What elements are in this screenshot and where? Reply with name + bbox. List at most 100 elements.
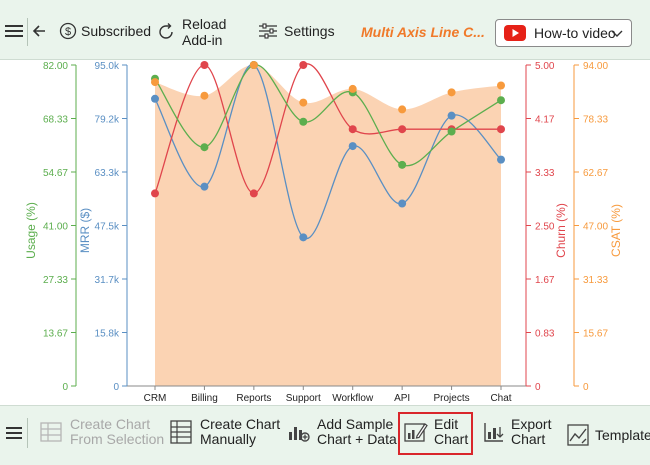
csat-data-point xyxy=(151,78,159,87)
churn-tick-label: 0.83 xyxy=(535,329,555,340)
churn-data-point xyxy=(151,189,159,198)
csat-data-point xyxy=(497,81,505,90)
template-button[interactable]: Template xyxy=(567,424,650,446)
mrr-data-point xyxy=(497,155,505,164)
usage-data-point xyxy=(447,127,456,136)
bottom-toolbar: Create Chart From Selection Create Chart… xyxy=(0,405,650,465)
howto-video-dropdown[interactable]: How-to video xyxy=(495,19,632,47)
usage-data-point xyxy=(497,96,505,105)
csat-data-point xyxy=(249,61,258,69)
usage-tick-label: 27.33 xyxy=(43,275,68,286)
csat-data-point xyxy=(200,91,209,100)
x-tick-label: API xyxy=(394,393,410,404)
edit-chart-highlight xyxy=(398,412,473,455)
subscribed-label: Subscribed xyxy=(81,23,152,39)
mrr-tick-label: 0 xyxy=(113,382,119,393)
csat-data-point xyxy=(348,84,357,93)
churn-data-point xyxy=(398,125,407,134)
churn-tick-label: 0 xyxy=(535,382,541,393)
chevron-down-icon xyxy=(611,30,623,37)
usage-tick-label: 68.33 xyxy=(43,115,68,126)
churn-data-point xyxy=(299,61,308,69)
top-toolbar: $ Subscribed Reload Add-in Settings Mult… xyxy=(0,0,650,60)
youtube-play-icon xyxy=(504,25,526,41)
churn-tick-label: 5.00 xyxy=(535,61,555,72)
sample-data-icon xyxy=(289,427,310,442)
toolbar-divider xyxy=(27,18,28,46)
churn-data-point xyxy=(348,125,357,134)
x-tick-label: Reports xyxy=(236,393,271,404)
mrr-tick-label: 95.0k xyxy=(95,61,120,72)
csat-tick-label: 94.00 xyxy=(583,61,608,72)
sliders-icon xyxy=(259,23,277,39)
churn-tick-label: 1.67 xyxy=(535,275,555,286)
x-tick-label: Support xyxy=(286,393,321,404)
mrr-data-point xyxy=(299,233,308,242)
edit-chart-button[interactable]: Edit Chart xyxy=(404,417,468,447)
csat-tick-label: 62.67 xyxy=(583,168,608,179)
mrr-data-point xyxy=(447,111,456,120)
mrr-tick-label: 15.8k xyxy=(95,329,120,340)
churn-data-point xyxy=(249,189,258,198)
churn-data-point xyxy=(497,125,505,134)
create-chart-manually-button[interactable]: Create Chart Manually xyxy=(170,417,280,447)
x-tick-label: Chat xyxy=(490,393,511,404)
mrr-tick-label: 31.7k xyxy=(95,275,120,286)
reload-icon xyxy=(159,23,173,39)
csat-axis-title: CSAT (%) xyxy=(609,204,623,257)
howto-video-label: How-to video xyxy=(534,25,616,41)
churn-tick-label: 3.33 xyxy=(535,168,555,179)
bottom-menu-icon[interactable] xyxy=(6,426,22,440)
grid-table-icon xyxy=(40,422,62,442)
usage-data-point xyxy=(299,117,308,126)
add-sample-chart-button[interactable]: Add Sample Chart + Data xyxy=(287,417,397,447)
hamburger-menu-icon[interactable] xyxy=(5,23,23,39)
usage-tick-label: 82.00 xyxy=(43,61,68,72)
csat-tick-label: 47.00 xyxy=(583,222,608,233)
settings-label: Settings xyxy=(284,23,335,39)
churn-tick-label: 2.50 xyxy=(535,222,555,233)
x-tick-label: Workflow xyxy=(332,393,374,404)
usage-data-point xyxy=(398,160,407,169)
x-tick-label: CRM xyxy=(144,393,167,404)
churn-axis-title: Churn (%) xyxy=(554,203,568,258)
csat-data-point xyxy=(447,88,456,97)
csat-tick-label: 15.67 xyxy=(583,329,608,340)
usage-tick-label: 13.67 xyxy=(43,329,68,340)
multi-axis-line-chart: 0 13.67 27.33 41.00 54.67 68.33 82.00 Usage (%)… xyxy=(0,60,650,405)
back-arrow-icon[interactable] xyxy=(31,23,47,39)
svg-text:$: $ xyxy=(65,26,71,38)
chart-type-title: Multi Axis Line C... xyxy=(361,24,485,40)
mrr-data-point xyxy=(348,142,357,151)
export-chart-label: Export Chart xyxy=(511,416,552,447)
bottom-toolbar-divider xyxy=(27,418,28,448)
chart-svg: 0 13.67 27.33 41.00 54.67 68.33 82.00 Usage (%)… xyxy=(24,61,623,404)
mrr-data-point xyxy=(200,182,209,191)
export-chart-button[interactable]: Export Chart xyxy=(483,417,551,447)
csat-data-point xyxy=(398,105,407,114)
edit-chart-label: Edit Chart xyxy=(434,416,469,447)
mrr-data-point xyxy=(398,199,407,208)
export-chart-icon xyxy=(484,423,504,442)
usage-axis-title: Usage (%) xyxy=(24,202,38,259)
subscribed-button[interactable]: $ Subscribed xyxy=(59,22,151,40)
mrr-data-point xyxy=(151,94,159,103)
settings-button[interactable]: Settings xyxy=(258,22,335,40)
edit-chart-icon xyxy=(404,423,428,442)
mrr-tick-label: 63.3k xyxy=(95,168,120,179)
reload-addin-button[interactable]: Reload Add-in xyxy=(156,16,226,48)
mrr-series-line xyxy=(154,64,502,240)
table-list-icon xyxy=(170,420,192,444)
dollar-circle-icon: $ xyxy=(59,22,77,40)
x-tick-label: Projects xyxy=(434,393,470,404)
csat-tick-label: 31.33 xyxy=(583,275,608,286)
mrr-tick-label: 79.2k xyxy=(95,115,120,126)
csat-tick-label: 78.33 xyxy=(583,115,608,126)
create-chart-from-selection-button[interactable]: Create Chart From Selection xyxy=(40,417,164,447)
x-tick-label: Billing xyxy=(191,393,218,404)
create-chart-manually-label: Create Chart Manually xyxy=(200,416,281,447)
mrr-axis-title: MRR ($) xyxy=(78,208,92,253)
add-sample-chart-label: Add Sample Chart + Data xyxy=(317,416,397,447)
reload-addin-label: Reload Add-in xyxy=(182,16,227,48)
churn-tick-label: 4.17 xyxy=(535,115,555,126)
